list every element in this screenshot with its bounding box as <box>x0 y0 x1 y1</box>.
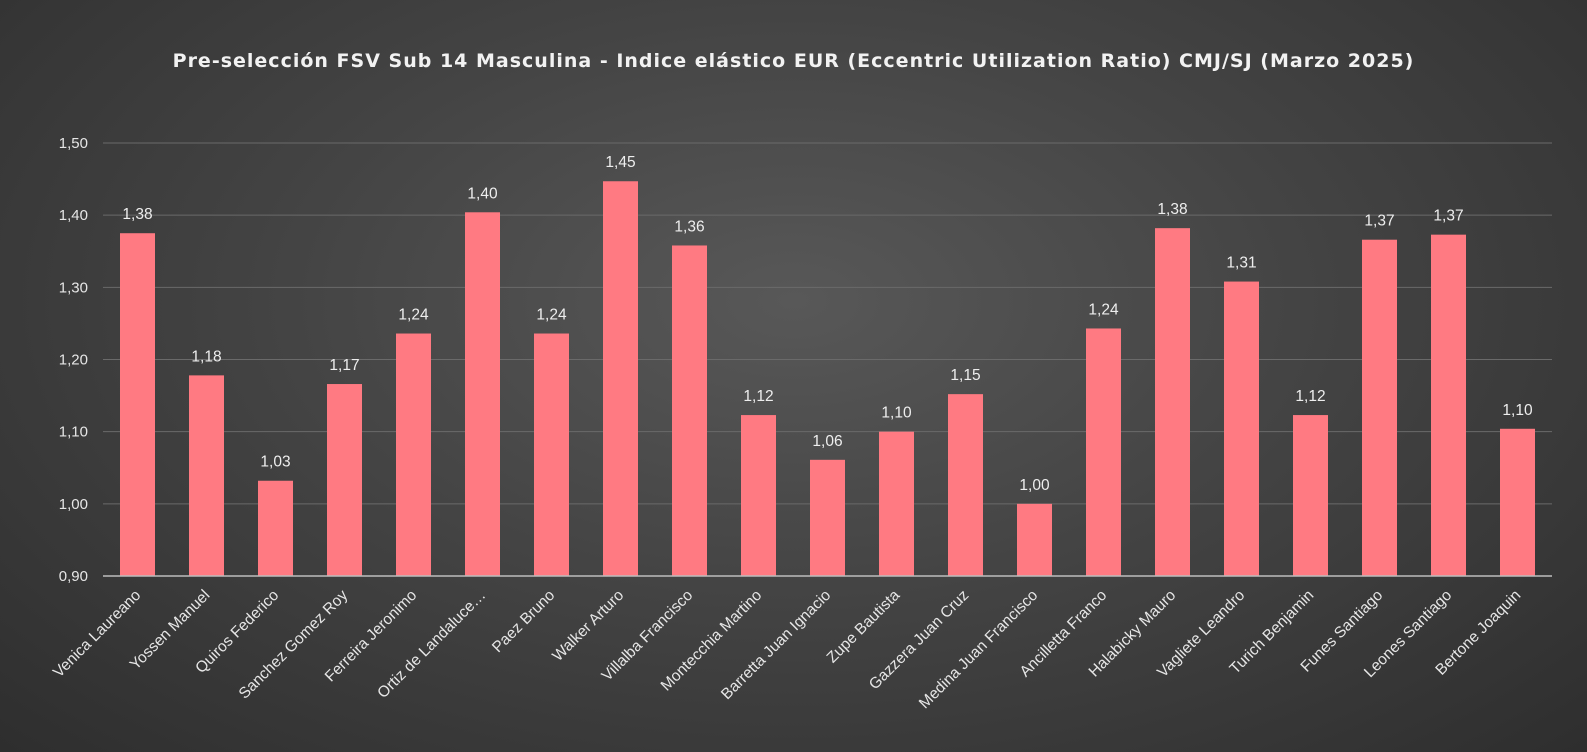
bar <box>1086 328 1121 576</box>
bar <box>1017 503 1052 576</box>
y-tick-label: 1,40 <box>59 207 88 224</box>
data-label: 1,31 <box>1226 255 1256 272</box>
bar <box>189 375 224 576</box>
data-label: 1,37 <box>1433 208 1463 225</box>
data-label: 1,38 <box>122 206 152 223</box>
data-label: 1,24 <box>1088 301 1119 318</box>
data-label: 1,37 <box>1364 213 1394 230</box>
chart-title: Pre-selección FSV Sub 14 Masculina - Ind… <box>172 50 1415 72</box>
bar <box>1362 239 1397 576</box>
bar <box>1293 415 1328 576</box>
y-tick-label: 0,90 <box>59 568 88 585</box>
data-label: 1,40 <box>467 185 498 202</box>
bar <box>1431 234 1466 576</box>
data-label: 1,38 <box>1157 201 1187 218</box>
y-tick-label: 1,20 <box>59 352 88 369</box>
bar <box>327 384 362 576</box>
bar <box>396 333 431 576</box>
bar <box>603 181 638 576</box>
y-tick-label: 1,00 <box>59 496 88 513</box>
data-label: 1,24 <box>398 307 429 324</box>
data-label: 1,18 <box>191 348 221 365</box>
x-tick-label: Medina Juan Francisco <box>916 587 1041 712</box>
x-tick-label: Walker Arturo <box>549 587 627 665</box>
data-label: 1,00 <box>1019 477 1050 494</box>
x-tick-label: Venica Laureano <box>50 587 144 681</box>
data-label: 1,45 <box>605 154 635 171</box>
bar <box>948 394 983 576</box>
bar <box>258 480 293 576</box>
data-label: 1,10 <box>881 405 912 422</box>
data-label: 1,06 <box>812 433 842 450</box>
data-label: 1,03 <box>260 454 290 471</box>
x-tick-label: Paez Bruno <box>489 587 558 656</box>
bar <box>120 233 155 577</box>
data-label: 1,36 <box>674 218 704 235</box>
bar <box>1155 228 1190 576</box>
data-label: 1,24 <box>536 307 567 324</box>
y-tick-label: 1,10 <box>59 424 88 441</box>
data-label: 1,10 <box>1502 402 1533 419</box>
bar <box>1224 281 1259 576</box>
data-label: 1,12 <box>1295 388 1325 405</box>
bar <box>1500 428 1535 576</box>
y-tick-label: 1,30 <box>59 279 88 296</box>
data-label: 1,15 <box>950 367 980 384</box>
bar <box>465 212 500 576</box>
y-tick-label: 1,50 <box>59 135 88 152</box>
data-label: 1,12 <box>743 388 773 405</box>
bar <box>741 415 776 576</box>
bar <box>879 431 914 576</box>
bar <box>672 245 707 576</box>
bar <box>534 333 569 576</box>
bar <box>810 459 845 576</box>
data-label: 1,17 <box>329 357 359 374</box>
